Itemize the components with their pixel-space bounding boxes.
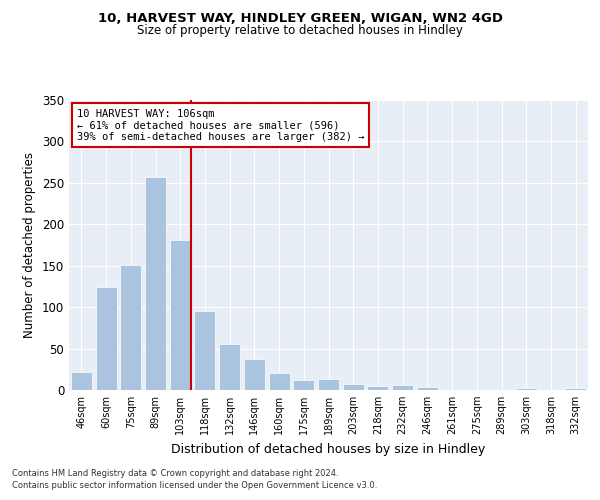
Bar xyxy=(145,177,166,390)
Bar xyxy=(516,388,537,390)
Bar xyxy=(71,372,92,390)
Text: 10, HARVEST WAY, HINDLEY GREEN, WIGAN, WN2 4GD: 10, HARVEST WAY, HINDLEY GREEN, WIGAN, W… xyxy=(97,12,503,26)
Bar xyxy=(367,386,388,390)
Bar xyxy=(417,386,438,390)
Bar xyxy=(392,385,413,390)
Bar xyxy=(565,388,586,390)
Text: Size of property relative to detached houses in Hindley: Size of property relative to detached ho… xyxy=(137,24,463,37)
Bar xyxy=(318,379,339,390)
Bar xyxy=(269,374,290,390)
Text: Contains public sector information licensed under the Open Government Licence v3: Contains public sector information licen… xyxy=(12,481,377,490)
Bar xyxy=(194,312,215,390)
Bar xyxy=(95,288,116,390)
Bar xyxy=(170,240,191,390)
Bar xyxy=(219,344,240,390)
Bar xyxy=(293,380,314,390)
Y-axis label: Number of detached properties: Number of detached properties xyxy=(23,152,37,338)
Bar xyxy=(120,265,141,390)
Bar xyxy=(343,384,364,390)
Text: Contains HM Land Registry data © Crown copyright and database right 2024.: Contains HM Land Registry data © Crown c… xyxy=(12,468,338,477)
Text: 10 HARVEST WAY: 106sqm
← 61% of detached houses are smaller (596)
39% of semi-de: 10 HARVEST WAY: 106sqm ← 61% of detached… xyxy=(77,108,364,142)
Bar xyxy=(244,358,265,390)
X-axis label: Distribution of detached houses by size in Hindley: Distribution of detached houses by size … xyxy=(172,442,485,456)
